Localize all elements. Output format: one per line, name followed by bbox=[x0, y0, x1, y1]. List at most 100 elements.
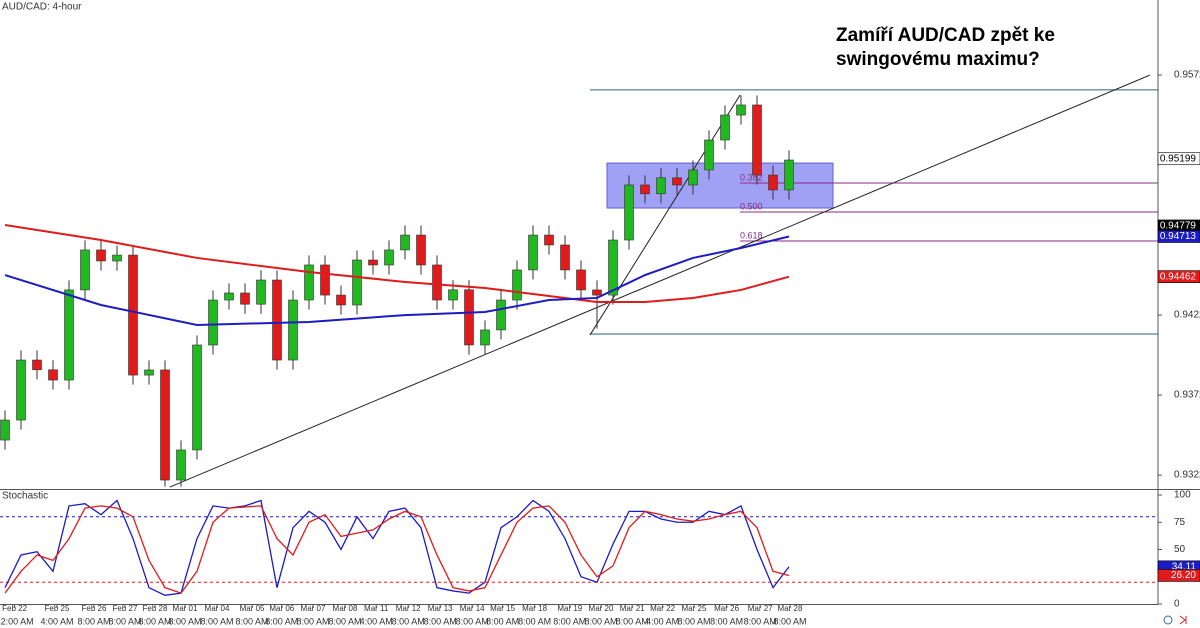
x-tick-label: Mar 04 bbox=[205, 604, 230, 613]
moving-average bbox=[4, 235, 790, 326]
x-tick-label: Feb 27 bbox=[113, 604, 138, 613]
x-tick-label: Mar 22 bbox=[650, 604, 675, 613]
x-time-label: 8:00 AM bbox=[392, 616, 425, 626]
moving-average bbox=[4, 223, 790, 303]
candle-body bbox=[544, 234, 554, 246]
price-tag-label: 34.11 bbox=[1172, 561, 1197, 572]
x-time-label: 8:00 AM bbox=[616, 616, 649, 626]
annotation: Zamíří AUD/CAD zpět ke bbox=[836, 25, 1055, 46]
candle-body bbox=[576, 269, 586, 291]
candle-body bbox=[432, 264, 442, 301]
icon[interactable] bbox=[1179, 615, 1187, 625]
candle-body bbox=[688, 169, 698, 186]
x-time-label: 8:00 AM bbox=[710, 616, 743, 626]
x-tick-label: Mar 27 bbox=[748, 604, 773, 613]
x-tick-label: Feb 26 bbox=[82, 604, 107, 613]
x-tick-label: Mar 13 bbox=[428, 604, 453, 613]
candle-body bbox=[736, 104, 746, 116]
fib-label: 0.618 bbox=[740, 230, 763, 240]
price-tag bbox=[1157, 152, 1200, 166]
x-time-label: 8:00 AM bbox=[108, 616, 141, 626]
candle-body bbox=[288, 299, 298, 361]
x-tick-label: Mar 12 bbox=[396, 604, 421, 613]
price-tag bbox=[1157, 230, 1200, 243]
candle-body bbox=[144, 369, 154, 376]
candle-body bbox=[368, 259, 378, 266]
x-tick-label: Mar 06 bbox=[269, 604, 294, 613]
x-time-label: 4:00 AM bbox=[40, 616, 73, 626]
candle-body bbox=[256, 279, 266, 305]
candle-body bbox=[176, 449, 186, 481]
pane-title: Stochastic bbox=[2, 491, 48, 502]
fib-label: 0.500 bbox=[740, 201, 763, 211]
candle-body bbox=[336, 294, 346, 306]
x-time-label: 8:00 AM bbox=[168, 616, 201, 626]
x-time-label: 4:00 AM bbox=[360, 616, 393, 626]
candle-body bbox=[672, 177, 682, 186]
y-tick-label: 50 bbox=[1174, 544, 1186, 555]
price-tag-label: 0.94462 bbox=[1160, 271, 1197, 282]
indicator-line bbox=[4, 499, 790, 596]
x-tick-label: Mar 20 bbox=[589, 604, 614, 613]
price-tag bbox=[1157, 569, 1200, 582]
x-tick-label: Feb 28 bbox=[143, 604, 168, 613]
candle-body bbox=[64, 289, 74, 381]
x-time-label: 8:00 AM bbox=[77, 616, 110, 626]
candle-body bbox=[480, 329, 490, 346]
price-tag-label: 26.20 bbox=[1171, 570, 1196, 581]
candle-body bbox=[80, 249, 90, 291]
candle-body bbox=[304, 264, 314, 301]
candle-body bbox=[416, 234, 426, 266]
x-tick-label: Mar 28 bbox=[778, 604, 803, 613]
candle-body bbox=[592, 289, 602, 296]
price-tag-label: 0.94779 bbox=[1160, 221, 1197, 232]
candle-body bbox=[752, 104, 762, 176]
candle-body bbox=[720, 114, 730, 141]
y-tick-label: 100 bbox=[1174, 490, 1191, 501]
candle-body bbox=[320, 264, 330, 296]
x-tick-label: Mar 18 bbox=[522, 604, 547, 613]
x-tick-label: Mar 01 bbox=[173, 604, 198, 613]
x-tick-label: Mar 25 bbox=[682, 604, 707, 613]
annotation: swingovému maximu? bbox=[836, 49, 1040, 70]
x-tick-label: Mar 08 bbox=[333, 604, 358, 613]
candle-body bbox=[784, 159, 794, 191]
x-time-label: 8:00 AM bbox=[677, 616, 710, 626]
x-tick-label: Mar 15 bbox=[490, 604, 515, 613]
x-time-label: 8:00 AM bbox=[553, 616, 586, 626]
x-time-label: 4:00 AM bbox=[646, 616, 679, 626]
x-tick-label: Feb 25 bbox=[45, 604, 70, 613]
candle-body bbox=[128, 254, 138, 376]
candle-body bbox=[224, 292, 234, 301]
candle-body bbox=[640, 184, 650, 195]
x-time-label: 8:00 AM bbox=[584, 616, 617, 626]
y-tick-label: 75 bbox=[1174, 517, 1186, 528]
x-tick-label: Mar 19 bbox=[557, 604, 582, 613]
x-time-label: 8:00 AM bbox=[518, 616, 551, 626]
x-time-label: 8:00 AM bbox=[138, 616, 171, 626]
candle-body bbox=[656, 177, 666, 195]
trendline bbox=[169, 74, 1151, 488]
x-tick-label: Mar 26 bbox=[714, 604, 739, 613]
candle-body bbox=[272, 279, 282, 361]
candle-body bbox=[400, 234, 410, 251]
candle-body bbox=[32, 359, 42, 371]
candle-body bbox=[0, 419, 10, 441]
x-tick-label: Mar 07 bbox=[301, 604, 326, 613]
x-time-label: 8:00 AM bbox=[296, 616, 329, 626]
icon[interactable] bbox=[1163, 615, 1173, 625]
candle-body bbox=[560, 244, 570, 271]
candle-body bbox=[160, 369, 170, 481]
y-tick-label: 0.93222 bbox=[1174, 470, 1200, 481]
candle-body bbox=[96, 249, 106, 262]
candle-body bbox=[464, 289, 474, 346]
x-time-label: 12:00 AM bbox=[0, 616, 34, 626]
candle-body bbox=[608, 239, 618, 296]
indicator-line bbox=[4, 505, 790, 594]
toolbar-icons[interactable] bbox=[1163, 615, 1187, 625]
x-time-label: 8:00 AM bbox=[773, 616, 806, 626]
candle-body bbox=[704, 139, 714, 171]
y-tick-label: 0.95722 bbox=[1174, 70, 1200, 81]
